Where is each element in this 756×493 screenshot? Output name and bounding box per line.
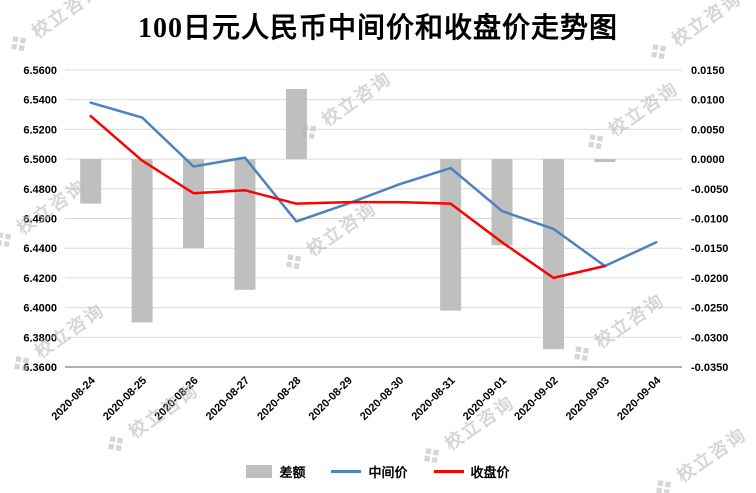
svg-text:6.3800: 6.3800 bbox=[23, 332, 57, 344]
legend-label-closeprice: 收盘价 bbox=[470, 465, 510, 480]
svg-text:6.4000: 6.4000 bbox=[23, 303, 57, 315]
svg-text:2020-08-26: 2020-08-26 bbox=[152, 375, 200, 423]
svg-text:2020-09-04: 2020-09-04 bbox=[615, 374, 664, 423]
svg-text:2020-09-01: 2020-09-01 bbox=[461, 375, 509, 423]
svg-text:-0.0050: -0.0050 bbox=[691, 184, 728, 196]
svg-text:2020-08-27: 2020-08-27 bbox=[204, 375, 252, 423]
legend-item-midprice: 中间价 bbox=[331, 462, 408, 481]
svg-text:6.4400: 6.4400 bbox=[23, 243, 57, 255]
svg-text:2020-08-30: 2020-08-30 bbox=[358, 375, 406, 423]
legend-line-swatch-midprice bbox=[331, 470, 362, 473]
svg-text:0.0050: 0.0050 bbox=[691, 124, 725, 136]
chart-legend: 差额 中间价 收盘价 bbox=[0, 462, 756, 481]
svg-text:6.5000: 6.5000 bbox=[23, 154, 57, 166]
legend-line-swatch-closeprice bbox=[433, 470, 464, 473]
svg-text:-0.0100: -0.0100 bbox=[691, 214, 728, 226]
legend-bar-swatch bbox=[246, 465, 273, 478]
svg-text:-0.0300: -0.0300 bbox=[691, 332, 728, 344]
legend-label-diff: 差额 bbox=[279, 465, 306, 480]
svg-text:2020-08-31: 2020-08-31 bbox=[409, 375, 457, 423]
legend-label-midprice: 中间价 bbox=[368, 465, 408, 480]
svg-text:2020-08-28: 2020-08-28 bbox=[255, 375, 303, 423]
svg-text:2020-09-03: 2020-09-03 bbox=[564, 375, 612, 423]
svg-text:6.4200: 6.4200 bbox=[23, 273, 57, 285]
legend-item-closeprice: 收盘价 bbox=[433, 462, 510, 481]
svg-text:2020-08-24: 2020-08-24 bbox=[50, 374, 99, 423]
svg-text:-0.0150: -0.0150 bbox=[691, 243, 728, 255]
svg-text:2020-08-25: 2020-08-25 bbox=[101, 375, 149, 423]
svg-text:6.5400: 6.5400 bbox=[23, 95, 57, 107]
chart-title: 100日元人民币中间价和收盘价走势图 bbox=[137, 13, 618, 44]
svg-text:6.4800: 6.4800 bbox=[23, 184, 57, 196]
svg-text:0.0150: 0.0150 bbox=[691, 65, 725, 77]
svg-text:6.5200: 6.5200 bbox=[23, 124, 57, 136]
svg-text:-0.0350: -0.0350 bbox=[691, 362, 728, 374]
legend-item-diff: 差额 bbox=[246, 462, 305, 481]
svg-text:-0.0250: -0.0250 bbox=[691, 303, 728, 315]
svg-text:0.0000: 0.0000 bbox=[691, 154, 725, 166]
svg-text:6.4600: 6.4600 bbox=[23, 214, 57, 226]
svg-text:6.5600: 6.5600 bbox=[23, 65, 57, 77]
svg-text:2020-08-29: 2020-08-29 bbox=[307, 375, 355, 423]
svg-text:2020-09-02: 2020-09-02 bbox=[512, 375, 560, 423]
svg-text:-0.0200: -0.0200 bbox=[691, 273, 728, 285]
svg-text:6.3600: 6.3600 bbox=[23, 362, 57, 374]
svg-text:0.0100: 0.0100 bbox=[691, 95, 725, 107]
